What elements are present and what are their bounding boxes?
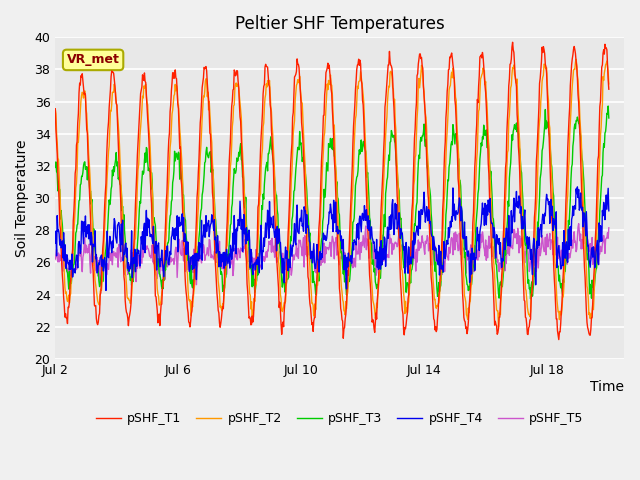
- pSHF_T3: [604, 103, 612, 109]
- pSHF_T1: [253, 252, 260, 257]
- Line: pSHF_T2: pSHF_T2: [55, 59, 609, 327]
- pSHF_T1: [51, 106, 59, 112]
- Line: pSHF_T1: pSHF_T1: [55, 42, 609, 339]
- pSHF_T2: [253, 257, 260, 263]
- pSHF_T3: [605, 115, 612, 121]
- Line: pSHF_T5: pSHF_T5: [55, 224, 609, 285]
- pSHF_T3: [282, 282, 290, 288]
- pSHF_T5: [283, 258, 291, 264]
- pSHF_T5: [253, 259, 261, 264]
- Line: pSHF_T4: pSHF_T4: [55, 187, 609, 290]
- pSHF_T1: [71, 170, 79, 176]
- pSHF_T2: [499, 268, 507, 274]
- pSHF_T2: [495, 324, 502, 330]
- pSHF_T2: [572, 56, 580, 62]
- pSHF_T3: [182, 217, 189, 223]
- pSHF_T2: [71, 206, 79, 212]
- pSHF_T5: [365, 254, 373, 260]
- Title: Peltier SHF Temperatures: Peltier SHF Temperatures: [235, 15, 445, 33]
- pSHF_T3: [499, 284, 506, 289]
- pSHF_T1: [509, 39, 516, 45]
- pSHF_T2: [182, 252, 189, 258]
- Legend: pSHF_T1, pSHF_T2, pSHF_T3, pSHF_T4, pSHF_T5: pSHF_T1, pSHF_T2, pSHF_T3, pSHF_T4, pSHF…: [91, 407, 589, 430]
- pSHF_T1: [555, 336, 563, 342]
- pSHF_T5: [575, 221, 582, 227]
- pSHF_T5: [499, 261, 507, 266]
- pSHF_T1: [182, 282, 189, 288]
- pSHF_T4: [102, 288, 110, 293]
- pSHF_T2: [605, 81, 612, 87]
- pSHF_T5: [71, 259, 79, 265]
- pSHF_T4: [499, 258, 507, 264]
- pSHF_T5: [193, 282, 200, 288]
- pSHF_T4: [605, 208, 612, 214]
- pSHF_T2: [51, 106, 59, 112]
- pSHF_T4: [365, 218, 373, 224]
- X-axis label: Time: Time: [590, 380, 624, 394]
- pSHF_T4: [283, 248, 291, 253]
- pSHF_T1: [605, 86, 612, 92]
- pSHF_T4: [182, 252, 190, 257]
- pSHF_T3: [253, 277, 260, 283]
- pSHF_T3: [51, 165, 59, 170]
- pSHF_T3: [71, 243, 79, 249]
- pSHF_T5: [605, 225, 612, 231]
- pSHF_T4: [573, 184, 581, 190]
- pSHF_T4: [253, 262, 261, 267]
- Line: pSHF_T3: pSHF_T3: [55, 106, 609, 299]
- pSHF_T1: [282, 274, 290, 279]
- Text: VR_met: VR_met: [67, 53, 120, 66]
- pSHF_T4: [71, 270, 79, 276]
- Y-axis label: Soil Temperature: Soil Temperature: [15, 139, 29, 257]
- pSHF_T5: [51, 256, 59, 262]
- pSHF_T5: [182, 268, 189, 274]
- pSHF_T1: [365, 254, 372, 260]
- pSHF_T3: [527, 296, 534, 302]
- pSHF_T2: [282, 284, 290, 289]
- pSHF_T4: [51, 240, 59, 246]
- pSHF_T1: [499, 264, 506, 270]
- pSHF_T3: [365, 195, 372, 201]
- pSHF_T2: [365, 219, 372, 225]
